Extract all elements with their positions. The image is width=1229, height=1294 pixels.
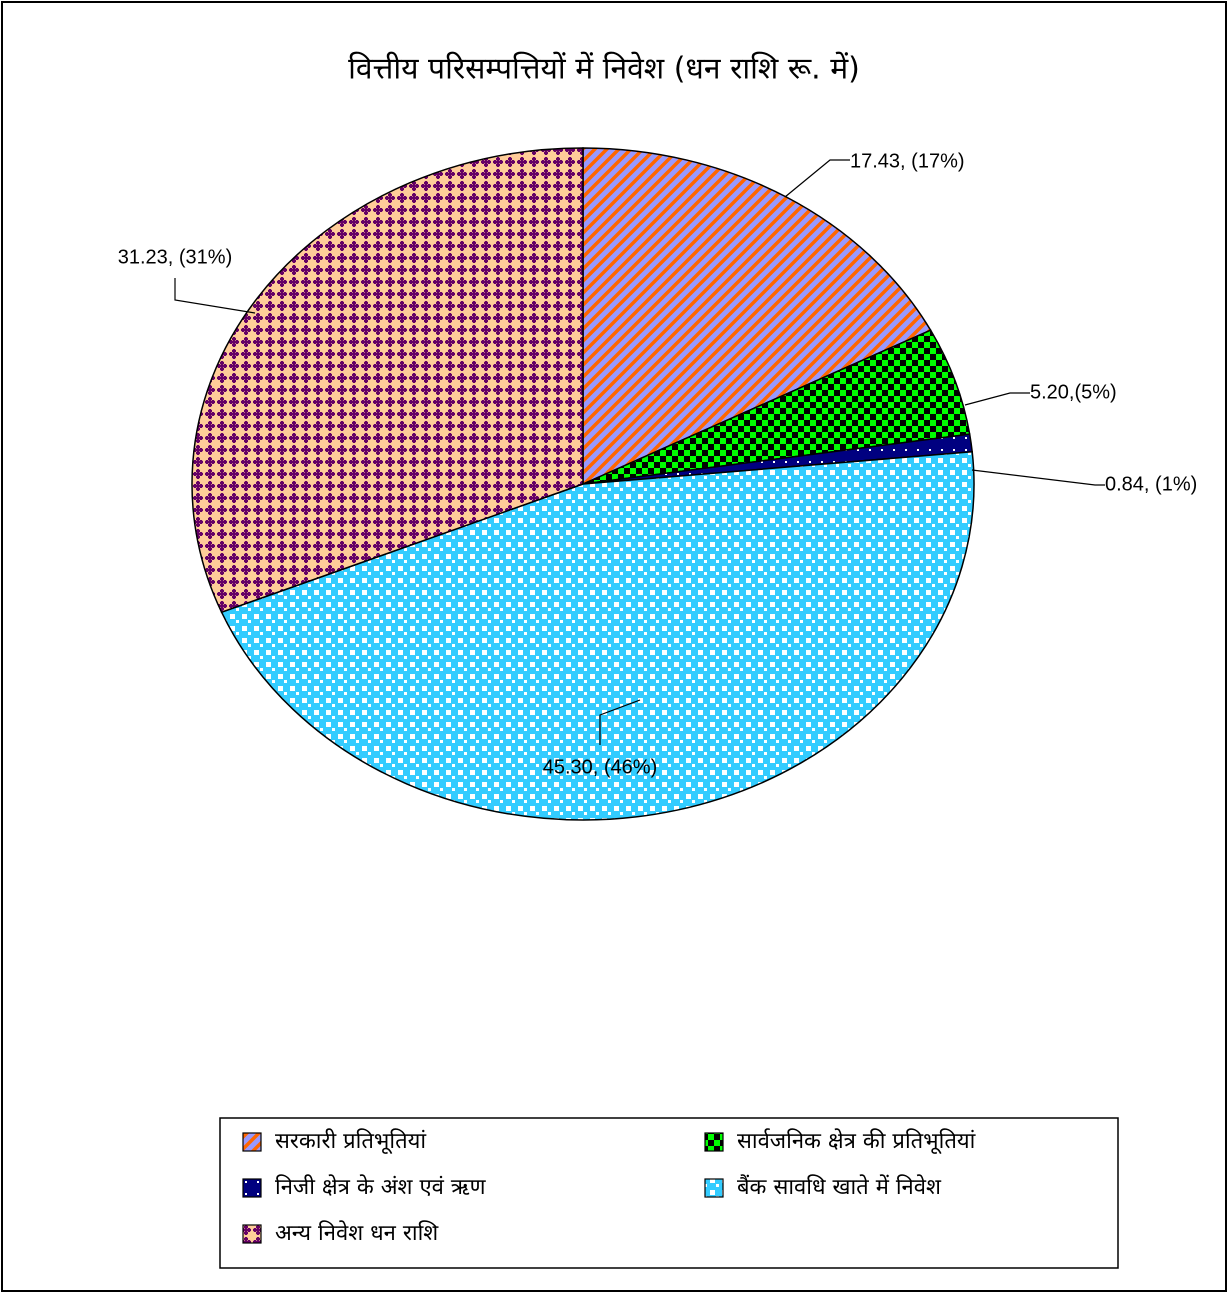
legend-box xyxy=(219,1117,1119,1269)
leader-line xyxy=(784,159,850,198)
leader-line xyxy=(599,699,641,745)
legend-label: सरकारी प्रतिभूतियां xyxy=(275,1128,426,1155)
legend-label: निजी क्षेत्र के अंश एवं ऋण xyxy=(275,1174,487,1200)
legend-swatch xyxy=(704,1132,724,1152)
legend-swatch xyxy=(704,1178,724,1198)
pie-slice xyxy=(220,450,975,821)
chart-title: वित्तीय परिसम्पत्तियों में निवेश (धन राश… xyxy=(348,52,860,87)
data-label: 5.20,(5%) xyxy=(1030,381,1117,403)
legend-label: बैंक सावधि खाते में निवेश xyxy=(737,1174,942,1200)
pie-slice xyxy=(191,147,584,614)
leader-line xyxy=(971,469,1105,486)
data-label: 45.30, (46%) xyxy=(543,756,658,778)
leader-line xyxy=(964,392,1030,406)
leader-line xyxy=(174,278,256,314)
pie-slice xyxy=(582,147,932,486)
legend-swatch xyxy=(242,1132,262,1152)
data-label: 0.84, (1%) xyxy=(1105,473,1197,495)
legend-label: अन्य निवेश धन राशि xyxy=(275,1220,439,1246)
legend-swatch xyxy=(242,1178,262,1198)
legend-swatch xyxy=(242,1224,262,1244)
legend-label: सार्वजनिक क्षेत्र की प्रतिभूतियां xyxy=(737,1128,976,1155)
data-label: 31.23, (31%) xyxy=(118,246,233,268)
data-label: 17.43, (17%) xyxy=(850,150,965,172)
